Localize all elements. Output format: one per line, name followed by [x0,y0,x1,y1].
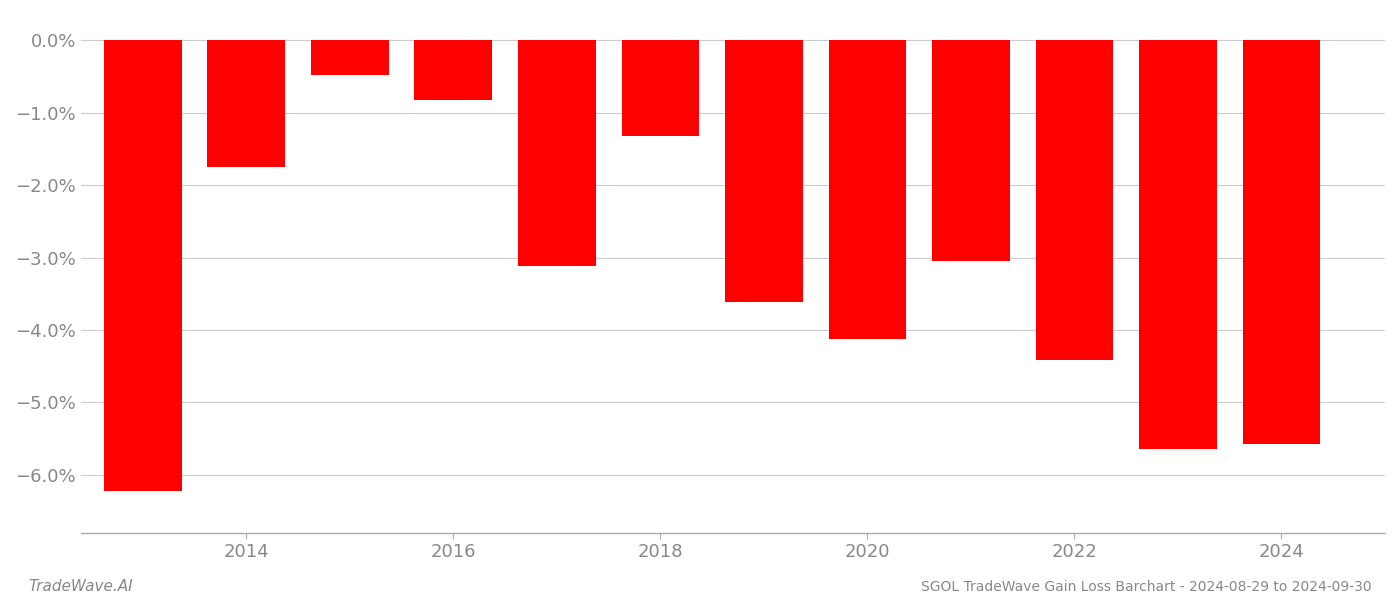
Bar [104,40,182,491]
Bar [311,40,389,75]
Bar [1243,40,1320,444]
Text: TradeWave.AI: TradeWave.AI [28,579,133,594]
Bar [829,40,906,338]
Text: SGOL TradeWave Gain Loss Barchart - 2024-08-29 to 2024-09-30: SGOL TradeWave Gain Loss Barchart - 2024… [921,580,1372,594]
Bar [207,40,286,167]
Bar [414,40,493,100]
Bar [518,40,595,266]
Bar [932,40,1009,261]
Bar [1036,40,1113,360]
Bar [622,40,699,136]
Bar [1140,40,1217,449]
Bar [725,40,802,302]
